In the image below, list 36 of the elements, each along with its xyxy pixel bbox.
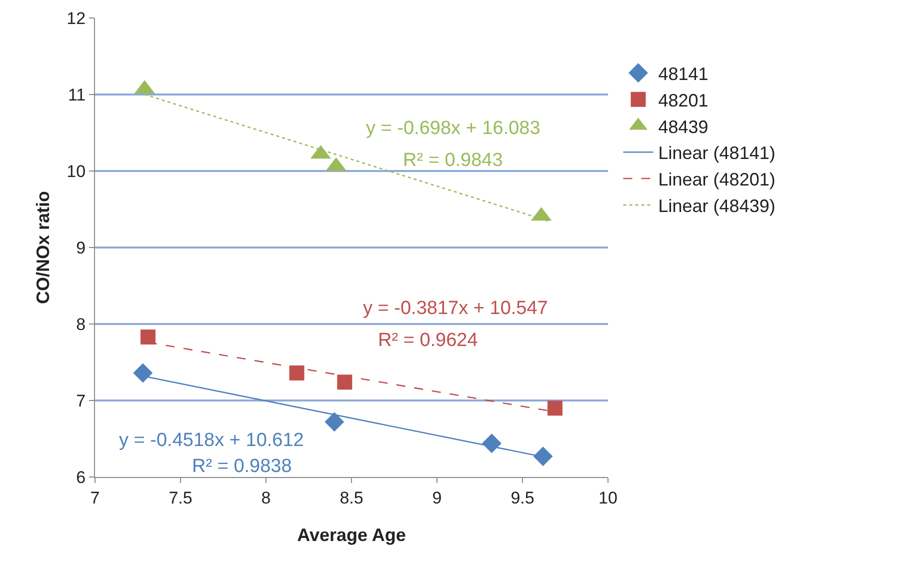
- legend-label: Linear (48201): [658, 170, 776, 190]
- annotation: y = -0.698x + 16.083: [366, 118, 540, 139]
- point: [289, 365, 304, 380]
- y-tick-label: 6: [76, 468, 86, 487]
- x-axis-title: Average Age: [297, 525, 406, 545]
- point: [324, 412, 344, 432]
- legend-label: Linear (48439): [658, 196, 776, 216]
- x-tick-label: 7.5: [168, 488, 192, 508]
- y-tick-label: 8: [76, 314, 86, 334]
- y-tick-label: 9: [76, 238, 86, 258]
- point: [482, 434, 502, 454]
- point: [337, 374, 352, 390]
- point: [533, 446, 553, 466]
- legend-label: Linear (48141): [658, 143, 776, 164]
- point: [133, 363, 153, 383]
- annotation: R² = 0.9838: [192, 456, 292, 477]
- annotation: R² = 0.9843: [403, 150, 503, 171]
- x-tick-label: 8.5: [340, 488, 364, 508]
- y-tick-label: 12: [66, 8, 86, 28]
- legend-label: 48439: [658, 116, 708, 137]
- y-tick-label: 11: [68, 85, 86, 104]
- y-axis-title: CO/NOx ratio: [33, 190, 53, 304]
- x-tick-label: 10: [598, 488, 618, 508]
- y-tick-label: 7: [76, 391, 86, 410]
- annotation: y = -0.3817x + 10.547: [363, 298, 548, 319]
- legend-label: 48141: [658, 64, 708, 84]
- x-tick-label: 7: [90, 488, 100, 508]
- x-tick-label: 9: [432, 488, 442, 508]
- y-tick-label: 10: [66, 162, 86, 181]
- point: [547, 400, 562, 416]
- x-tick-label: 8: [261, 488, 271, 508]
- annotation: R² = 0.9624: [378, 330, 478, 351]
- annotation: y = -0.4518x + 10.612: [119, 430, 304, 451]
- x-tick-label: 9.5: [510, 488, 534, 508]
- point: [140, 330, 156, 345]
- legend-label: 48201: [658, 90, 708, 110]
